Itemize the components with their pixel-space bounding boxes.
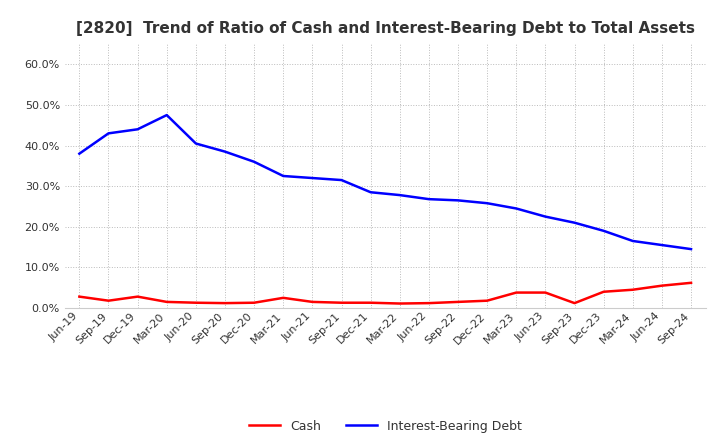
Interest-Bearing Debt: [133, 127, 142, 132]
Cash: [220, 301, 229, 306]
Cash: [483, 298, 492, 303]
Cash: [75, 294, 84, 299]
Interest-Bearing Debt: [337, 177, 346, 183]
Interest-Bearing Debt: [483, 201, 492, 206]
Interest-Bearing Debt: [512, 206, 521, 211]
Cash: [687, 280, 696, 286]
Cash: [308, 299, 317, 304]
Cash: [454, 299, 462, 304]
Interest-Bearing Debt: [629, 238, 637, 244]
Interest-Bearing Debt: [395, 192, 404, 198]
Cash: [599, 289, 608, 294]
Cash: [250, 300, 258, 305]
Cash: [629, 287, 637, 292]
Cash: [570, 301, 579, 306]
Interest-Bearing Debt: [366, 190, 375, 195]
Interest-Bearing Debt: [308, 176, 317, 181]
Line: Cash: Cash: [79, 283, 691, 304]
Interest-Bearing Debt: [104, 131, 113, 136]
Line: Interest-Bearing Debt: Interest-Bearing Debt: [79, 115, 691, 249]
Interest-Bearing Debt: [687, 246, 696, 252]
Cash: [512, 290, 521, 295]
Cash: [192, 300, 200, 305]
Cash: [366, 300, 375, 305]
Interest-Bearing Debt: [570, 220, 579, 225]
Interest-Bearing Debt: [425, 197, 433, 202]
Cash: [657, 283, 666, 288]
Cash: [541, 290, 550, 295]
Cash: [279, 295, 287, 301]
Interest-Bearing Debt: [192, 141, 200, 146]
Cash: [163, 299, 171, 304]
Cash: [425, 301, 433, 306]
Title: [2820]  Trend of Ratio of Cash and Interest-Bearing Debt to Total Assets: [2820] Trend of Ratio of Cash and Intere…: [76, 21, 695, 36]
Interest-Bearing Debt: [599, 228, 608, 234]
Interest-Bearing Debt: [220, 149, 229, 154]
Interest-Bearing Debt: [657, 242, 666, 248]
Interest-Bearing Debt: [75, 151, 84, 156]
Cash: [133, 294, 142, 299]
Interest-Bearing Debt: [279, 173, 287, 179]
Cash: [337, 300, 346, 305]
Interest-Bearing Debt: [541, 214, 550, 219]
Interest-Bearing Debt: [250, 159, 258, 165]
Interest-Bearing Debt: [163, 113, 171, 118]
Legend: Cash, Interest-Bearing Debt: Cash, Interest-Bearing Debt: [243, 414, 527, 437]
Cash: [104, 298, 113, 303]
Interest-Bearing Debt: [454, 198, 462, 203]
Cash: [395, 301, 404, 306]
